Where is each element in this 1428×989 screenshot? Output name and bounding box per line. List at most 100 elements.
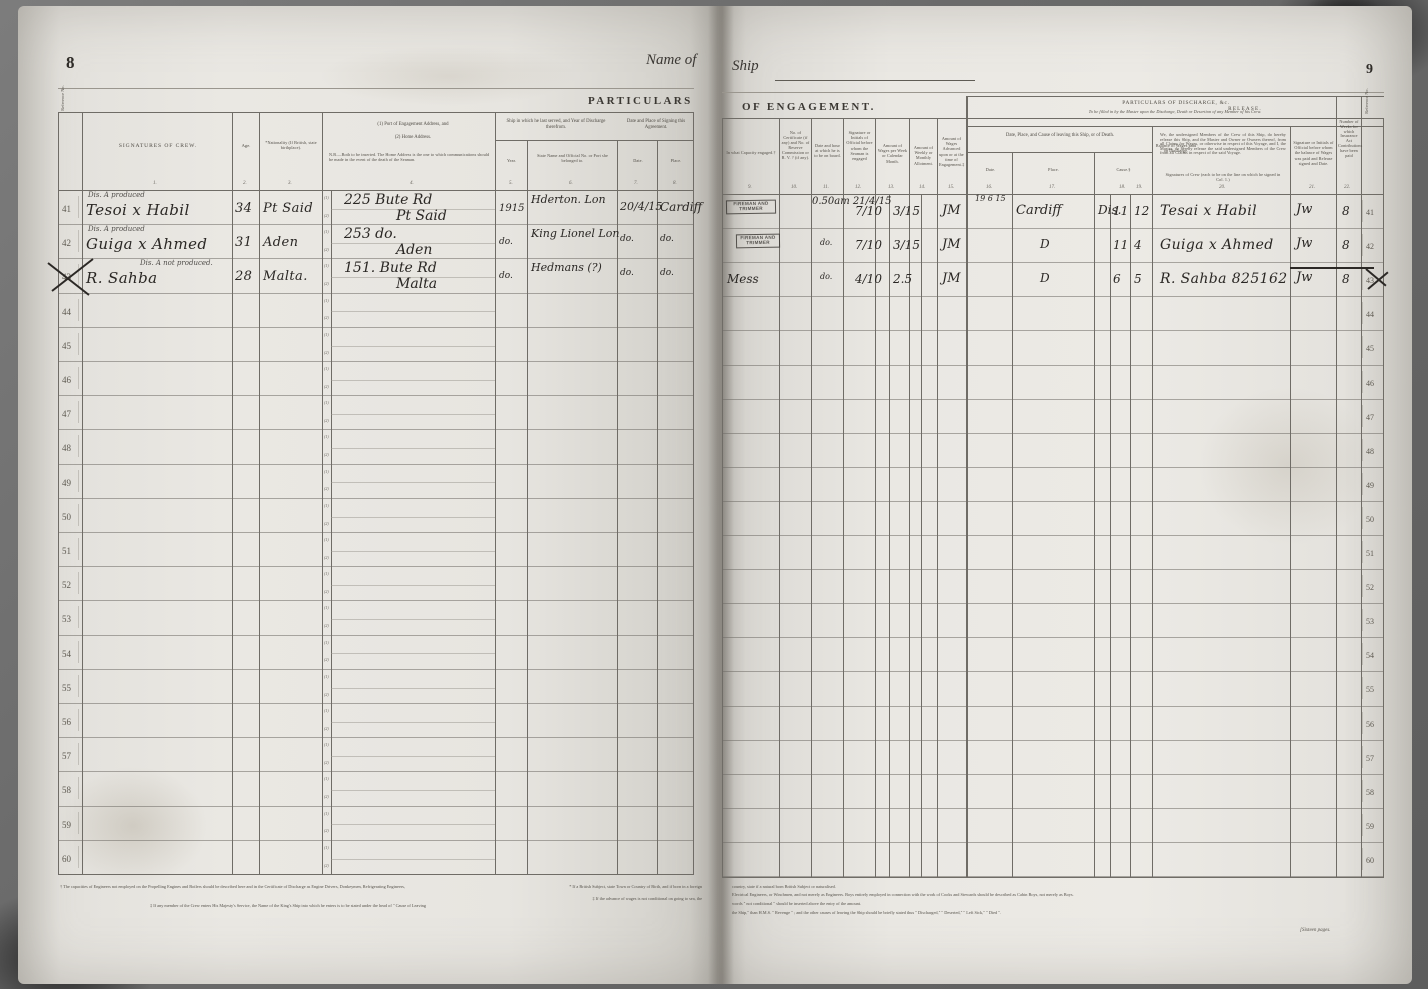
address-marker-1: (1) — [324, 673, 329, 679]
row-number-right: 41 — [1366, 208, 1374, 217]
address-sub-rule — [331, 311, 495, 313]
address-marker-1: (1) — [324, 366, 329, 371]
left-row-rule — [58, 532, 694, 533]
address-sub-rule — [331, 653, 495, 655]
right-row-rule — [722, 569, 1384, 571]
right-col-sep-datehour — [843, 118, 844, 877]
address-marker-1: (1) — [324, 297, 329, 303]
colnum-15: 15. — [948, 185, 955, 190]
discharge-place: D — [1040, 271, 1050, 286]
right-col-sep-dplace — [1094, 152, 1095, 877]
row-brace-left — [78, 367, 79, 389]
address-marker-1: (1) — [324, 331, 329, 337]
address-sub-rule — [331, 243, 495, 244]
release-signature: Tesai x Habil — [1160, 203, 1258, 219]
address-sub-rule — [331, 756, 495, 757]
last-ship-name: Hedmans (?) — [531, 261, 602, 275]
signing-place: do. — [660, 268, 674, 279]
address-sub-rule — [331, 448, 495, 450]
right-table-right — [1383, 118, 1385, 878]
row-number-right: 54 — [1366, 651, 1374, 661]
colnum-18: 18. — [1119, 185, 1126, 190]
balance-shillings: 5 — [1134, 272, 1142, 287]
crew-signature: Guiga x Ahmed — [86, 235, 208, 254]
dis-a-annotation: Dis. A produced — [88, 191, 145, 199]
header-nationality: *Nationality (If British, state birthpla… — [265, 140, 317, 151]
left-row-rule — [58, 361, 694, 362]
home-address: Aden — [396, 242, 433, 259]
address-marker-2: (2) — [324, 623, 329, 629]
colnum-10: 10. — [791, 185, 798, 190]
row-brace-right — [1362, 779, 1363, 802]
address-marker-1: (1) — [324, 434, 329, 440]
row-number-right: 60 — [1366, 855, 1374, 865]
ship-name-blank-rule — [775, 80, 975, 81]
address-sub-rule — [331, 482, 495, 484]
left-section-title: PARTICULARS — [588, 95, 693, 107]
row-brace-left — [78, 332, 79, 355]
address-marker-2: (2) — [324, 725, 329, 731]
address-marker-2: (2) — [324, 520, 329, 526]
address-marker-2: (2) — [324, 554, 329, 560]
address-marker-2: (2) — [324, 281, 329, 287]
address-sub-rule — [331, 824, 495, 826]
official-initials-engagement: JM — [942, 271, 961, 287]
address-marker-1: (1) — [324, 844, 329, 850]
row-brace-right — [1362, 813, 1363, 836]
address-sub-rule — [331, 619, 495, 621]
row-brace-left — [78, 196, 79, 218]
header-date-hour: Date and hour at which he is to be on bo… — [814, 143, 841, 159]
right-row-rule — [722, 296, 1384, 298]
row-brace-right — [1362, 541, 1363, 563]
header-ship-name: State Name and Official No. or Port she … — [537, 153, 608, 164]
release-signature: R. Sahba 825162 — [1160, 271, 1288, 288]
crew-age: 28 — [235, 269, 253, 285]
address-marker-1: (1) — [324, 810, 329, 816]
colnum-1: 1. — [153, 181, 157, 186]
footnote-right-3: words " not conditional " should be inse… — [732, 901, 862, 906]
left-col-sep-5 — [495, 112, 496, 875]
row-brace-right — [1362, 575, 1363, 598]
insurance-weeks: 8 — [1342, 272, 1350, 287]
right-header-bottom — [722, 194, 1384, 196]
colnum-9: 9. — [748, 185, 752, 190]
colnum-3: 3. — [288, 181, 292, 186]
signing-date: do. — [620, 234, 634, 245]
header-balance: Balance of Wages paid on Discharge. — [1155, 143, 1197, 154]
row-number-right: 43 — [1366, 276, 1374, 286]
discharge-date: 19 6 15 — [975, 194, 1006, 203]
address-marker-2: (2) — [324, 315, 329, 321]
pointer-arrow-line — [1290, 267, 1374, 269]
discharge-year: 1915 — [499, 203, 525, 214]
advance-amount: 3/15 — [893, 204, 920, 218]
address-marker-1: (1) — [324, 502, 329, 508]
left-row-rule — [58, 737, 694, 739]
left-col-sep-3 — [259, 112, 260, 875]
header-release-sub: Signatures of Crew (each to be on the li… — [1165, 172, 1281, 183]
right-table-top — [722, 118, 1384, 120]
row-number-left: 59 — [62, 819, 71, 830]
left-row-rule — [58, 224, 694, 226]
row-brace-left — [78, 469, 79, 492]
address-marker-2: (2) — [324, 862, 329, 868]
row-number-right: 56 — [1366, 719, 1374, 729]
row-brace-left — [78, 264, 79, 287]
right-row-rule — [722, 841, 1384, 843]
header-address-line2: (2) Home Address. — [394, 135, 432, 140]
address-marker-2: (2) — [324, 657, 329, 663]
release-official-initials: Jw — [1296, 202, 1313, 217]
row-brace-left — [78, 674, 79, 697]
header-allotment: Amount of Weekly or Monthly Allotment. — [913, 145, 934, 166]
discharge-year: do. — [499, 237, 513, 248]
row-brace-right — [1362, 506, 1363, 529]
page-number-right: 9 — [1366, 62, 1373, 77]
row-brace-left — [78, 777, 79, 800]
balance-shillings: 12 — [1134, 204, 1150, 218]
release-official-initials: Jw — [1296, 270, 1313, 286]
right-row-rule — [722, 262, 1384, 264]
official-initials-engagement: JM — [942, 203, 961, 218]
header-year: Year. — [506, 158, 517, 163]
row-number-left: 44 — [62, 306, 71, 317]
left-table-left — [58, 112, 60, 875]
row-number-left: 60 — [62, 853, 71, 864]
